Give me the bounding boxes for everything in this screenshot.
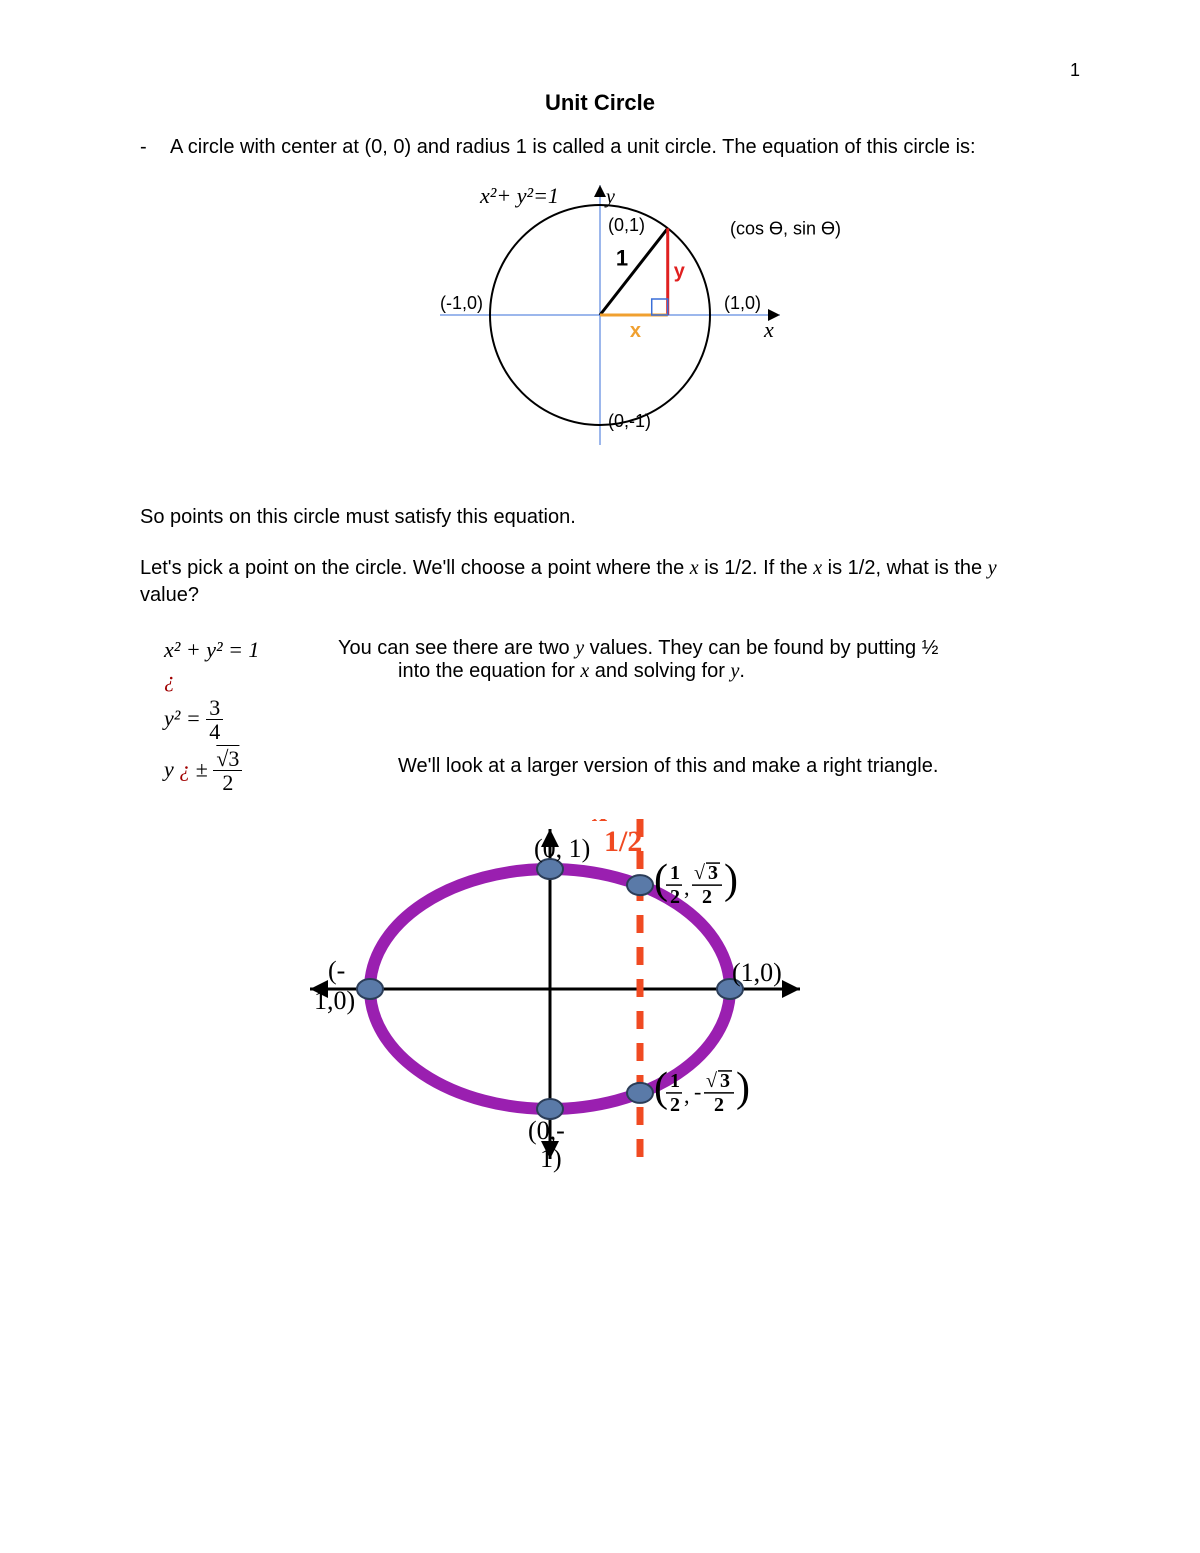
- svg-text:(cos Ө, sin Ө): (cos Ө, sin Ө): [730, 218, 841, 238]
- expl1-y2: y: [730, 660, 739, 682]
- svg-text:3: 3: [720, 1070, 730, 1092]
- frac-sqrt3-2: √32: [213, 748, 242, 795]
- expl1e: .: [739, 660, 745, 682]
- svg-text:1/2: 1/2: [604, 825, 642, 858]
- svg-text:2: 2: [670, 886, 680, 908]
- eq1-text: x² + y² = 1: [164, 637, 259, 662]
- pick-mid2: is 1/2, what is the: [822, 557, 988, 579]
- svg-text:1,0): 1,0): [314, 986, 355, 1015]
- svg-text:√: √: [694, 862, 705, 884]
- svg-text:): ): [736, 1065, 750, 1111]
- svg-text:-: -: [694, 1079, 701, 1104]
- eq3-pre: y: [164, 757, 179, 782]
- unit-circle-svg: x²+ y²=1 y x (0,1) (-1,0) (1,0) (0,-1) (cos Ө, …: [340, 165, 860, 475]
- svg-text:x: x: [630, 320, 641, 342]
- svg-text:√: √: [706, 1070, 717, 1092]
- equation-block: x² + y² = 1 ¿ y² = 34 y ¿ ± √32 You can …: [140, 633, 1060, 799]
- svg-text:(0,-1): (0,-1): [608, 411, 651, 431]
- eq-line-3: y ¿ ± √32: [164, 748, 314, 795]
- frac-sqrt3-num: √3: [213, 748, 242, 771]
- diagram-unit-circle: x²+ y²=1 y x (0,1) (-1,0) (1,0) (0,-1) (cos Ө, …: [140, 165, 1060, 480]
- expl1-x: x: [580, 660, 589, 682]
- var-y-1: y: [988, 557, 997, 579]
- svg-text:1: 1: [670, 862, 680, 884]
- svg-text:(0, 1): (0, 1): [534, 834, 590, 863]
- pick-end: value?: [140, 584, 199, 606]
- expl-line-1: You can see there are two y values. They…: [338, 637, 1060, 660]
- eq-dot-1: ¿: [164, 667, 314, 693]
- equation-left-column: x² + y² = 1 ¿ y² = 34 y ¿ ± √32: [140, 633, 314, 799]
- eq-dot-2: ¿: [179, 757, 190, 782]
- diagram-large-circle: x =1/2(0, 1)(0,-1)(-1,0)(1,0)(12,√32)(12…: [140, 819, 1060, 1224]
- svg-text:(1,0): (1,0): [732, 958, 782, 987]
- expl1c: into the equation for: [398, 660, 580, 682]
- svg-text:1: 1: [616, 246, 628, 271]
- svg-text:,: ,: [684, 1083, 690, 1108]
- frac-sqrt3-den: 2: [213, 771, 242, 795]
- svg-text:1: 1: [670, 1070, 680, 1092]
- svg-text:(-: (-: [328, 956, 345, 985]
- svg-text:,: ,: [684, 875, 690, 900]
- svg-text:(1,0): (1,0): [724, 293, 761, 313]
- svg-text:(0,1): (0,1): [608, 215, 645, 235]
- equation-right-column: You can see there are two y values. They…: [338, 633, 1060, 799]
- frac-3-4-den: 4: [206, 720, 223, 744]
- svg-text:(0,-: (0,-: [528, 1116, 565, 1145]
- svg-text:2: 2: [702, 886, 712, 908]
- expl1a: You can see there are two: [338, 637, 575, 659]
- var-x-2: x: [813, 557, 822, 579]
- svg-text:(: (: [654, 857, 668, 903]
- svg-text:y: y: [604, 186, 615, 208]
- eq-line-1: x² + y² = 1: [164, 637, 314, 663]
- pick-mid1: is 1/2. If the: [699, 557, 814, 579]
- expl-line-2: We'll look at a larger version of this a…: [338, 755, 1060, 778]
- page-title: Unit Circle: [140, 90, 1060, 116]
- expl1d: and solving for: [589, 660, 730, 682]
- bullet-dash: -: [140, 136, 170, 159]
- svg-text:(: (: [654, 1065, 668, 1111]
- svg-text:2: 2: [670, 1094, 680, 1116]
- svg-text:x²+ y²=1: x²+ y²=1: [479, 183, 559, 208]
- frac-3-4: 34: [206, 697, 223, 744]
- svg-text:(-1,0): (-1,0): [440, 293, 483, 313]
- eq-line-2: y² = 34: [164, 697, 314, 744]
- svg-text:x: x: [763, 317, 774, 342]
- para-satisfy: So points on this circle must satisfy th…: [140, 504, 1060, 531]
- large-circle-svg: x =1/2(0, 1)(0,-1)(-1,0)(1,0)(12,√32)(12…: [290, 819, 910, 1219]
- var-x-1: x: [690, 557, 699, 579]
- svg-text:2: 2: [714, 1094, 724, 1116]
- frac-3-4-num: 3: [206, 697, 223, 720]
- page-number: 1: [1070, 60, 1080, 81]
- bullet-text: A circle with center at (0, 0) and radiu…: [170, 136, 1060, 159]
- svg-text:3: 3: [708, 862, 718, 884]
- eq3-mid: ±: [190, 757, 213, 782]
- svg-text:1): 1): [540, 1144, 562, 1173]
- svg-text:y: y: [674, 261, 686, 283]
- svg-text:): ): [724, 857, 738, 903]
- pick-pre: Let's pick a point on the circle. We'll …: [140, 557, 690, 579]
- bullet-definition: - A circle with center at (0, 0) and rad…: [140, 136, 1060, 159]
- expl1b: values. They can be found by putting ½: [584, 637, 938, 659]
- expl-line-1b: into the equation for x and solving for …: [338, 660, 1060, 683]
- page: 1 Unit Circle - A circle with center at …: [0, 0, 1200, 1553]
- expl1-y1: y: [575, 637, 584, 659]
- para-pick-point: Let's pick a point on the circle. We'll …: [140, 555, 1060, 609]
- eq2-pre: y² =: [164, 706, 206, 731]
